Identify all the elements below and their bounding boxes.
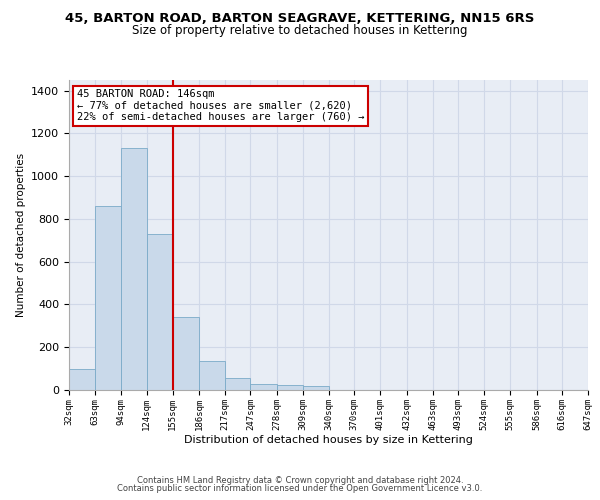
Text: Contains HM Land Registry data © Crown copyright and database right 2024.: Contains HM Land Registry data © Crown c…: [137, 476, 463, 485]
Text: Contains public sector information licensed under the Open Government Licence v3: Contains public sector information licen…: [118, 484, 482, 493]
Bar: [250, 384, 277, 390]
Bar: [95, 206, 121, 390]
Bar: [303, 386, 329, 390]
Bar: [69, 368, 95, 390]
Bar: [121, 148, 146, 390]
Text: Size of property relative to detached houses in Kettering: Size of property relative to detached ho…: [132, 24, 468, 37]
Bar: [225, 378, 250, 390]
Bar: [277, 384, 303, 390]
Bar: [173, 318, 199, 390]
Bar: [146, 234, 173, 390]
Text: 45 BARTON ROAD: 146sqm
← 77% of detached houses are smaller (2,620)
22% of semi-: 45 BARTON ROAD: 146sqm ← 77% of detached…: [77, 90, 364, 122]
X-axis label: Distribution of detached houses by size in Kettering: Distribution of detached houses by size …: [184, 436, 473, 446]
Text: 45, BARTON ROAD, BARTON SEAGRAVE, KETTERING, NN15 6RS: 45, BARTON ROAD, BARTON SEAGRAVE, KETTER…: [65, 12, 535, 26]
Y-axis label: Number of detached properties: Number of detached properties: [16, 153, 26, 317]
Bar: [199, 361, 225, 390]
